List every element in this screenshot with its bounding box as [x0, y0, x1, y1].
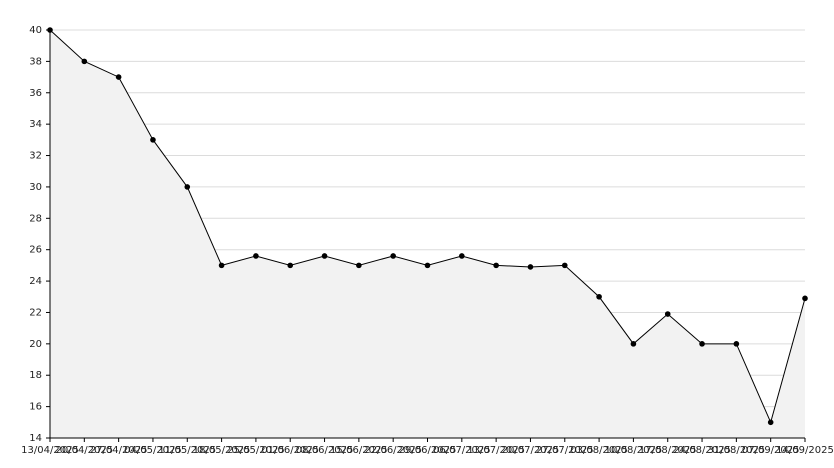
x-tick-label: 22/06/2025 — [364, 445, 422, 456]
y-tick-label: 16 — [29, 402, 42, 413]
marker — [596, 293, 602, 300]
marker — [493, 262, 499, 269]
marker — [459, 253, 465, 259]
y-tick-label: 22 — [29, 307, 42, 318]
x-tick-label: 07/09/2025 — [742, 445, 800, 456]
x-tick-label: 27/04/2025 — [90, 445, 148, 456]
x-tick-label: 11/05/2025 — [158, 445, 216, 456]
marker — [115, 74, 122, 80]
y-tick-label: 36 — [29, 88, 42, 99]
marker — [150, 137, 156, 143]
marker — [184, 184, 191, 190]
x-tick-label: 13/07/2025 — [467, 445, 525, 456]
x-tick-label: 10/08/2025 — [605, 445, 663, 456]
y-tick-label: 32 — [29, 151, 42, 162]
marker — [424, 262, 431, 269]
marker — [733, 341, 740, 347]
x-tick-label: 15/06/2025 — [330, 445, 388, 456]
x-tick-label: 29/06/2025 — [399, 445, 457, 456]
y-tick-label: 34 — [29, 119, 42, 130]
marker — [253, 253, 259, 259]
y-tick-label: 26 — [29, 245, 42, 256]
marker — [81, 58, 88, 65]
y-tick-label: 18 — [29, 370, 42, 381]
x-tick-label: 20/07/2025 — [502, 445, 560, 456]
y-tick-label: 30 — [29, 182, 42, 193]
x-tick-label: 24/08/2025 — [673, 445, 731, 456]
marker — [356, 262, 362, 269]
x-tick-label: 18/05/2025 — [193, 445, 251, 456]
marker — [218, 262, 225, 269]
y-tick-label: 38 — [29, 56, 42, 67]
x-tick-label: 17/08/2025 — [639, 445, 697, 456]
y-tick-label: 20 — [29, 339, 42, 350]
marker — [699, 341, 705, 347]
marker — [390, 253, 396, 259]
y-tick-label: 28 — [29, 213, 42, 224]
marker — [802, 295, 808, 302]
marker — [47, 27, 53, 33]
marker — [321, 253, 328, 259]
y-tick-label: 24 — [29, 276, 42, 287]
x-tick-label: 08/06/2025 — [296, 445, 354, 456]
y-tick-label: 40 — [29, 25, 42, 36]
x-tick-label: 13/04/2025 — [21, 445, 79, 456]
x-tick-label: 25/05/2025 — [227, 445, 285, 456]
marker — [561, 262, 568, 269]
x-tick-label: 06/07/2025 — [433, 445, 491, 456]
marker — [287, 262, 294, 269]
x-tick-label: 01/06/2025 — [261, 445, 319, 456]
marker — [664, 311, 671, 317]
marker — [767, 419, 774, 426]
x-tick-label: 04/05/2025 — [124, 445, 182, 456]
x-tick-label: 03/08/2025 — [570, 445, 628, 456]
x-tick-label: 20/04/2025 — [55, 445, 113, 456]
x-tick-label: 31/08/2025 — [708, 445, 766, 456]
area — [50, 30, 805, 438]
marker — [527, 264, 534, 270]
x-tick-label: 14/09/2025 — [776, 445, 834, 456]
y-tick-label: 14 — [29, 433, 42, 444]
marker — [630, 341, 637, 347]
x-tick-label: 27/07/2025 — [536, 445, 594, 456]
